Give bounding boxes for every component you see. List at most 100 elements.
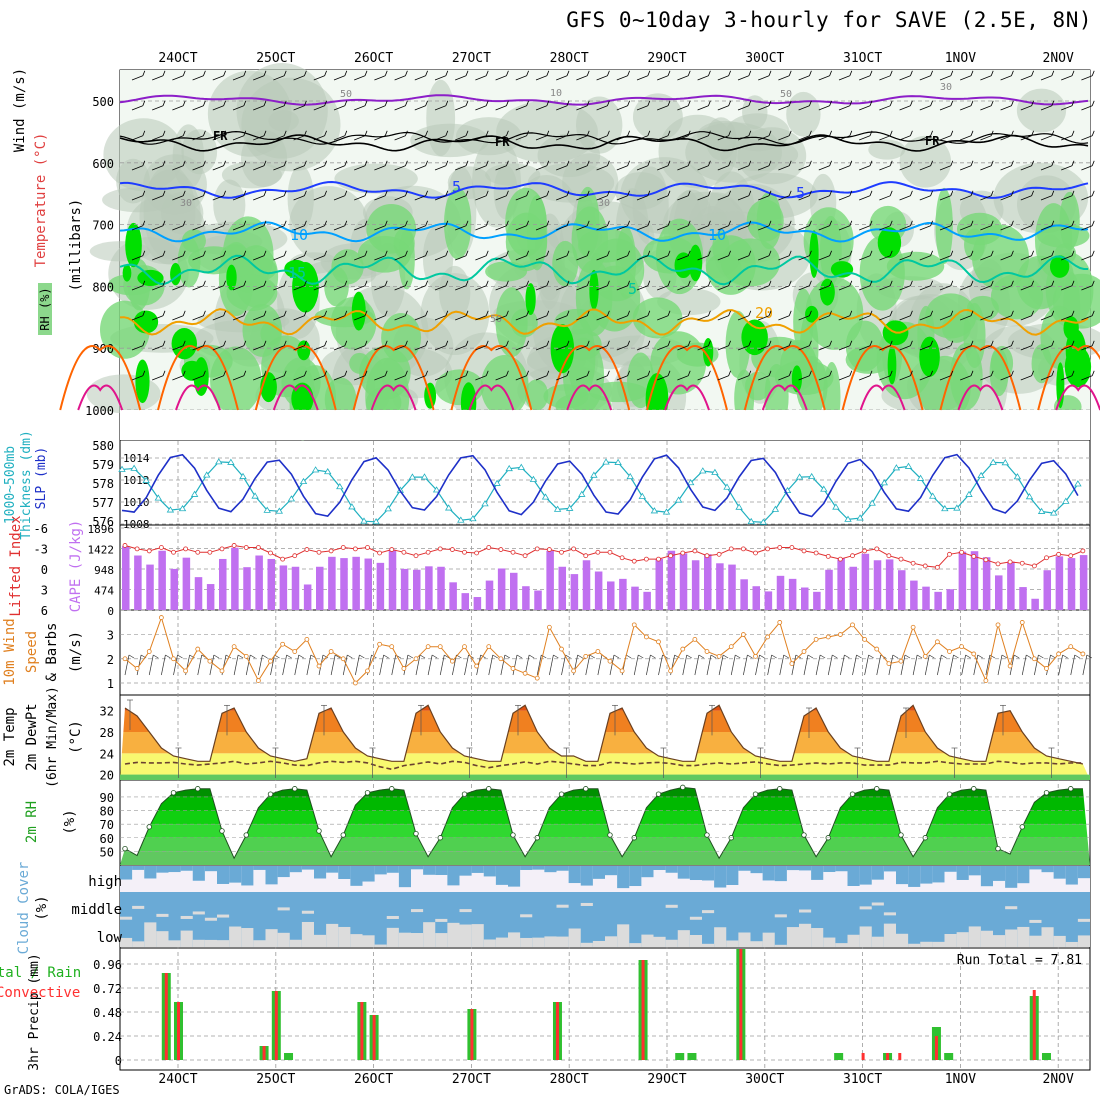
wind-barb (879, 195, 891, 201)
temp-contour-30 (272, 384, 319, 411)
wind-barb-flag (546, 130, 550, 136)
lifted-index-point (231, 543, 237, 548)
pressure-tick-label: 1000 (85, 404, 114, 418)
mid-cloud-bar (665, 904, 678, 908)
high-cloud-bar (811, 866, 824, 880)
date-label-bottom: 1NOV (945, 1072, 976, 1087)
wind-barb-flag (566, 70, 570, 76)
wind-barb-flag (485, 250, 489, 256)
high-cloud-bar (750, 866, 763, 874)
lifted-index-point (449, 547, 455, 552)
wind-barb-flag (1031, 220, 1034, 226)
wind-barb-flag (1031, 250, 1034, 256)
wind-barb-flag (546, 340, 550, 346)
high-cloud-bar (1041, 866, 1054, 873)
high-cloud-bar (786, 866, 799, 871)
wind-barb-flag (142, 370, 146, 376)
wind-barb-flag (849, 280, 853, 286)
surface-wind-barb-flag (722, 654, 729, 659)
wind-barb (394, 255, 406, 261)
wind-barb-flag (304, 100, 307, 106)
wind-barb (919, 135, 931, 141)
thickness-point (553, 505, 562, 512)
wind-barb-flag (364, 100, 368, 106)
wind-barb (960, 135, 972, 141)
surface-wind-barb-flag (516, 654, 523, 659)
wind-barb-flag (364, 190, 368, 196)
surface-wind-barb-flag (237, 654, 244, 659)
wind-barb-flag (667, 370, 671, 376)
low-cloud-bar (580, 942, 593, 947)
surface-wind-barb-flag (941, 654, 947, 659)
wind-barb-flag (849, 70, 853, 76)
wind-barb (414, 75, 426, 81)
wind-barb-flag (566, 250, 570, 256)
surface-wind-barb (161, 654, 166, 676)
low-cloud-bar (374, 944, 387, 947)
low-cloud-bar (920, 941, 933, 947)
wind-barb (172, 195, 184, 201)
wind-barb (616, 315, 628, 321)
wind-barb-flag (182, 130, 186, 136)
wind-barb-flag (647, 250, 651, 256)
wind-barb (778, 135, 790, 141)
wind-barb (697, 75, 709, 81)
low-cloud-bar (314, 934, 327, 947)
wind-barb-flag (748, 160, 752, 166)
low-cloud-bar (592, 940, 605, 947)
wind-barb-flag (728, 70, 731, 76)
precip-total-bar (687, 1053, 697, 1060)
thickness-point (565, 504, 574, 511)
wind-barb (333, 345, 345, 351)
precip-convective-bar (641, 960, 645, 1060)
wind-barb-flag (687, 130, 691, 136)
wind-barb (919, 315, 931, 321)
wind-barb (697, 105, 709, 111)
low-cloud-bar (980, 930, 993, 947)
wind-barb-flag (465, 190, 469, 196)
wind-barb-flag (667, 220, 671, 226)
lifted-index-point (183, 546, 189, 552)
precip-convective-bar (372, 1015, 376, 1060)
contour-label-15b: 5 (628, 280, 637, 298)
thickness-point (735, 503, 743, 510)
wind-speed-point (1007, 663, 1013, 669)
surface-wind-barb (924, 654, 930, 676)
high-cloud-bar (653, 866, 666, 871)
wind-barb (737, 225, 749, 231)
lifted-index-point (995, 561, 1001, 567)
high-cloud-bar (932, 866, 945, 883)
surface-wind-barb-flag (686, 654, 692, 659)
wind-barb (576, 315, 588, 321)
surface-wind-barb-flag (771, 654, 777, 659)
lifted-index-point (534, 546, 540, 552)
wind-barb (859, 195, 871, 201)
wind-barb-flag (203, 130, 206, 136)
rh-patch-bright (181, 360, 203, 381)
thickness-point (360, 517, 368, 524)
wind-barb-flag (627, 370, 630, 376)
thickness-point (590, 471, 598, 478)
wind-barb-flag (869, 100, 873, 106)
low-cloud-bar (799, 923, 812, 947)
wind-barb (798, 345, 810, 351)
wind-barb-flag (324, 130, 327, 136)
wind-barb-flag (283, 340, 287, 346)
wind-barb (1081, 315, 1093, 321)
wind-barb (859, 165, 871, 171)
wind-barb-flag (283, 310, 287, 316)
wind-barb-flag (263, 310, 267, 316)
wind-speed-point (171, 656, 176, 662)
wind-barb-flag (889, 160, 893, 166)
wind-barb (515, 375, 527, 381)
rh-patch-gray (213, 179, 246, 231)
wind-barb (657, 255, 669, 261)
wind-barb (778, 285, 790, 291)
wind-speed-point (1056, 651, 1062, 657)
thickness-point (989, 458, 997, 465)
rh-legend-swatch (38, 283, 52, 335)
wind-speed-point (522, 670, 528, 676)
wind-barb (919, 375, 931, 381)
wind-barb (1020, 345, 1032, 351)
wind-barb (152, 345, 164, 351)
